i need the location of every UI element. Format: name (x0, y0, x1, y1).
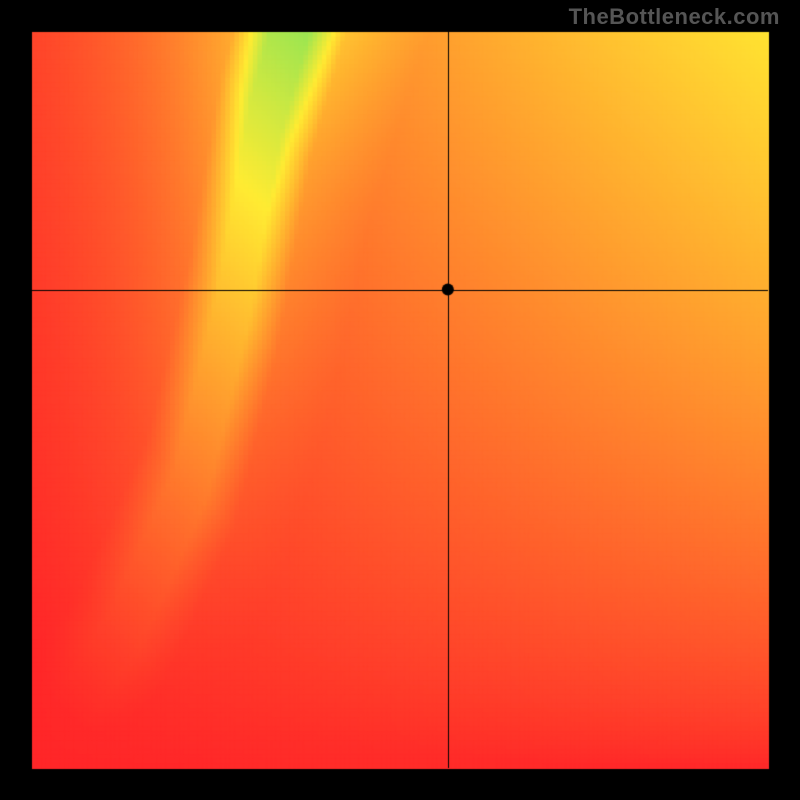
heatmap-canvas (0, 0, 800, 800)
root: TheBottleneck.com (0, 0, 800, 800)
watermark-label: TheBottleneck.com (569, 4, 780, 30)
